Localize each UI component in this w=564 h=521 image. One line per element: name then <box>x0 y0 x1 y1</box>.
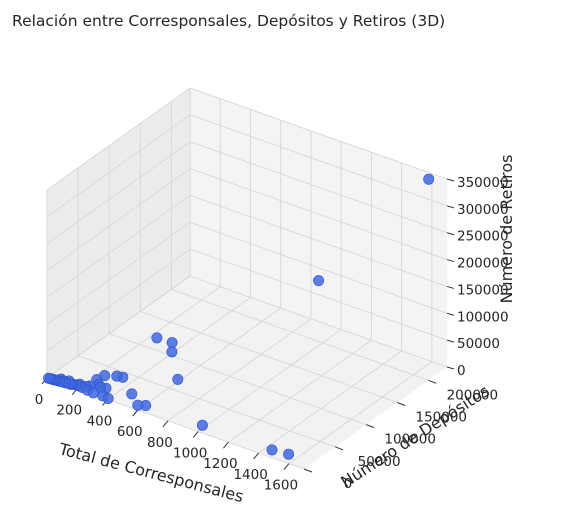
z-tick-label: 150000 <box>457 282 509 298</box>
grid-line-x <box>258 350 402 454</box>
z-tick <box>446 312 455 316</box>
grid-line-z <box>189 195 448 287</box>
x-tick-label: 1200 <box>203 456 237 472</box>
z-tick-label: 200000 <box>457 256 509 272</box>
y-tick <box>428 379 437 384</box>
x-tick <box>162 420 169 428</box>
data-point <box>313 275 325 287</box>
y-tick-label: 150000 <box>415 409 467 425</box>
z-tick <box>446 366 455 370</box>
grid-line-z <box>189 114 448 207</box>
x-tick-label: 1000 <box>173 446 207 462</box>
grid-line-z <box>46 141 191 245</box>
data-points <box>43 173 435 460</box>
grid-line-z <box>46 275 191 379</box>
x-tick <box>192 431 199 438</box>
x-tick <box>223 441 229 449</box>
grid-line-z <box>189 168 448 260</box>
grid-line-y <box>140 311 398 403</box>
grid-line-z <box>46 248 191 352</box>
grid-lines <box>46 87 448 470</box>
grid-line-z <box>189 87 448 180</box>
grid-line-z <box>46 221 191 325</box>
grid-line-z <box>189 141 448 234</box>
z-tick <box>446 259 455 263</box>
z-tick <box>446 178 455 182</box>
y-tick <box>365 424 375 429</box>
grid-line-y <box>77 355 336 448</box>
grid-line-z <box>189 221 448 314</box>
floor-pane <box>47 276 447 469</box>
x-tick <box>283 463 290 470</box>
axis-panes <box>47 88 447 469</box>
z-tick-label: 100000 <box>457 309 509 325</box>
x-tick-label: 1600 <box>264 478 298 494</box>
x-tick-label: 800 <box>147 435 173 451</box>
z-axis-label: Número de Retiros <box>497 154 516 303</box>
z-tick <box>446 232 455 236</box>
data-point <box>126 388 138 400</box>
back-pane <box>190 88 447 367</box>
data-point <box>43 372 55 384</box>
y-tick <box>334 446 344 451</box>
z-tick-label: 350000 <box>457 175 509 191</box>
grid-line-z <box>189 248 448 341</box>
x-tick-label: 1400 <box>233 467 267 483</box>
data-point <box>166 346 178 358</box>
data-point <box>87 387 99 399</box>
data-point <box>151 332 163 344</box>
z-tick <box>446 339 455 343</box>
x-tick-label: 200 <box>56 403 82 419</box>
z-tick <box>446 285 455 289</box>
data-point <box>132 399 144 411</box>
y-tick <box>397 402 406 406</box>
x-tick <box>132 409 139 417</box>
data-point <box>111 370 123 382</box>
grid-line-y <box>171 288 429 381</box>
y-tick <box>303 468 313 473</box>
grid-line-z <box>46 195 191 298</box>
z-tick-label: 300000 <box>457 202 509 218</box>
z-tick-label: 0 <box>457 363 466 379</box>
data-point <box>266 444 278 456</box>
data-point <box>172 373 184 385</box>
side-pane <box>47 88 190 378</box>
x-tick-label: 400 <box>87 413 113 429</box>
y-tick-label: 100000 <box>384 432 436 448</box>
z-tick-label: 250000 <box>457 229 509 245</box>
y-tick-label: 200000 <box>447 387 499 403</box>
data-point <box>423 173 435 185</box>
grid-line-x <box>228 339 372 443</box>
data-point <box>102 392 114 404</box>
grid-line-x <box>167 318 312 422</box>
grid-line-z <box>189 275 448 368</box>
grid-line-z <box>46 168 191 271</box>
grid-line-y <box>109 333 367 426</box>
data-point <box>283 448 295 460</box>
grid-line-x <box>197 329 342 432</box>
data-point <box>196 419 208 431</box>
grid-line-z <box>46 114 191 218</box>
z-tick-label: 50000 <box>457 336 500 352</box>
grid-line-z <box>46 87 191 191</box>
y-tick-label: 0 <box>344 476 353 492</box>
grid-line-x <box>107 297 251 400</box>
data-point <box>166 337 178 349</box>
grid-line-x <box>137 307 281 411</box>
y-tick-label: 50000 <box>358 454 401 470</box>
grid-line-x <box>288 361 433 465</box>
chart-title: Relación entre Corresponsales, Depósitos… <box>12 12 446 30</box>
x-tick-label: 600 <box>117 424 143 440</box>
x-tick <box>253 452 260 460</box>
z-tick <box>446 205 455 209</box>
x-tick-label: 0 <box>35 392 44 408</box>
